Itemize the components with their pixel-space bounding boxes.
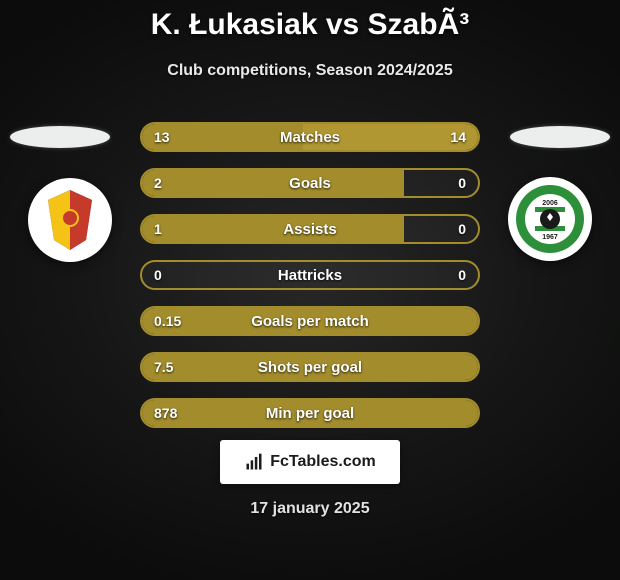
watermark-text: FcTables.com xyxy=(270,453,376,471)
page-title: K. Łukasiak vs SzabÃ³ xyxy=(0,8,620,42)
stat-row: Matches1314 xyxy=(140,122,480,152)
player-shadow-left xyxy=(10,126,110,148)
stat-seg-left xyxy=(142,400,478,426)
stat-seg-left xyxy=(142,308,478,334)
club-crest-right: 2006 1967 xyxy=(508,177,592,261)
comparison-card: K. Łukasiak vs SzabÃ³ Club competitions,… xyxy=(0,0,620,580)
club-crest-left xyxy=(28,178,112,262)
chart-icon xyxy=(244,452,264,472)
watermark: FcTables.com xyxy=(220,440,400,484)
stat-row: Hattricks00 xyxy=(140,260,480,290)
stat-seg-left xyxy=(142,354,478,380)
stat-seg-gap xyxy=(404,216,478,242)
crest-left-svg xyxy=(34,184,106,256)
stat-seg-left xyxy=(142,124,303,150)
stat-row: Goals per match0.15 xyxy=(140,306,480,336)
stats-bars: Matches1314 Goals20 Assists10 Hattricks00 Go… xyxy=(140,122,480,444)
crest-right-year-top: 2006 xyxy=(542,200,558,207)
date-label: 17 january 2025 xyxy=(0,500,620,518)
crest-right-year-bottom: 1967 xyxy=(542,234,558,241)
stat-seg-left xyxy=(142,170,404,196)
stat-seg-gap xyxy=(142,262,478,288)
stat-row: Assists10 xyxy=(140,214,480,244)
stat-row: Shots per goal7.5 xyxy=(140,352,480,382)
crest-right-svg: 2006 1967 xyxy=(514,183,586,255)
stat-row: Goals20 xyxy=(140,168,480,198)
stat-seg-right xyxy=(303,124,478,150)
stat-row: Min per goal878 xyxy=(140,398,480,428)
stat-seg-left xyxy=(142,216,404,242)
stat-seg-gap xyxy=(404,170,478,196)
subtitle: Club competitions, Season 2024/2025 xyxy=(0,62,620,80)
player-shadow-right xyxy=(510,126,610,148)
